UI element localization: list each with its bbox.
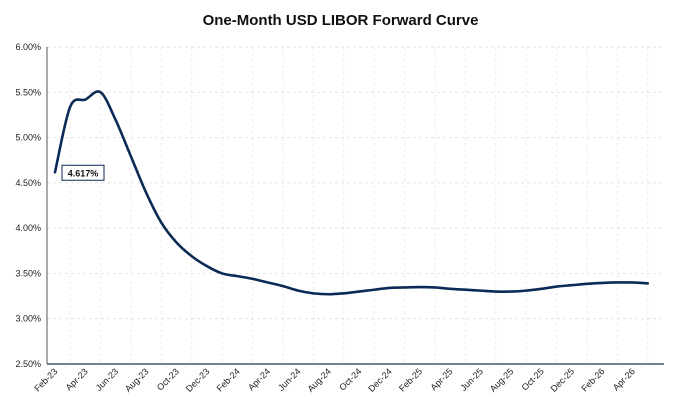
y-tick-label: 5.00% [15,133,41,143]
x-tick-label: Apr-23 [64,366,90,392]
series-line [53,90,650,296]
x-tick-label: Oct-23 [155,366,181,392]
axes [46,47,664,365]
chart-title: One-Month USD LIBOR Forward Curve [202,12,479,29]
x-tick-label: Apr-26 [611,366,637,392]
y-tick-label: 2.50% [15,359,41,369]
x-tick-label: Aug-24 [305,366,333,394]
x-tick-label: Feb-25 [397,366,424,393]
x-tick-label: Feb-24 [215,366,242,393]
x-tick-label: Aug-23 [123,366,151,394]
x-tick-label: Apr-25 [428,366,454,392]
data-label-box [61,164,105,181]
y-tick-label: 4.00% [15,223,41,233]
x-tick-label: Dec-24 [366,366,394,394]
x-tick-labels: Feb-23 Apr-23 Jun-23 Aug-23 Oct-23 Dec-23 Feb-… [32,366,637,394]
grid-lines [47,46,664,365]
x-tick-label: Oct-24 [337,366,363,392]
x-tick-label: Aug-25 [488,366,516,394]
x-tick-label: Jun-24 [276,366,303,393]
y-tick-label: 5.50% [15,87,41,97]
x-tick-label: Apr-24 [246,366,272,392]
data-label: 4.617% [68,168,99,178]
x-tick-label: Oct-25 [520,366,546,392]
y-tick-label: 3.50% [15,268,41,278]
x-tick-label: Jun-25 [458,366,485,393]
x-tick-label: Feb-23 [32,366,59,393]
y-tick-label: 4.50% [15,178,41,188]
x-tick-label: Dec-25 [549,366,577,394]
series-layer [53,90,650,296]
y-tick-labels: 2.50% 3.00% 3.50% 4.00% 4.50% 5.00% 5.50% 6.00% [15,42,41,369]
annotation-layer: 4.617% [61,164,105,181]
y-tick-label: 6.00% [15,42,41,52]
x-tick-label: Dec-23 [184,366,212,394]
x-tick-label: Feb-26 [579,366,606,393]
y-tick-label: 3.00% [15,314,41,324]
x-tick-label: Jun-23 [94,366,121,393]
